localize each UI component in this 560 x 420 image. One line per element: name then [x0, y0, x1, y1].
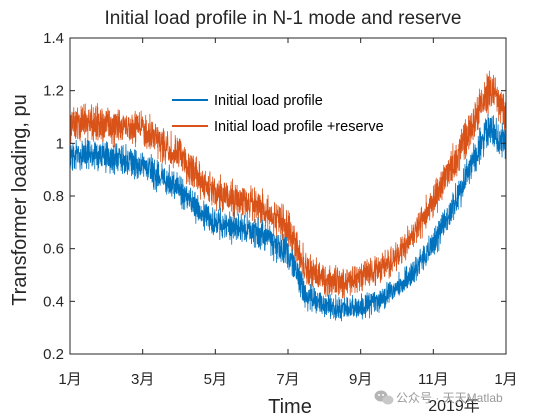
x-tick-label: 3月 — [131, 371, 154, 388]
x-axis-ticks: 1月 3月 5月 7月 9月 11月 1月 — [58, 38, 518, 388]
legend-label-initial-load-profile-reserve: Initial load profile +reserve — [214, 119, 384, 135]
y-axis-ticks: 0.2 0.4 0.6 0.8 1 1.2 1.4 — [43, 30, 506, 363]
x-tick-label: 11月 — [418, 371, 449, 388]
chart-title: Initial load profile in N-1 mode and res… — [105, 8, 462, 29]
y-tick-label: 0.2 — [43, 346, 64, 363]
x-tick-label: 1月 — [58, 371, 81, 388]
series-line-initial-load-profile-reserve — [69, 70, 507, 300]
watermark: 公众号 · 天天Matlab — [374, 390, 503, 405]
y-tick-label: 1.2 — [43, 83, 64, 100]
y-tick-label: 0.4 — [43, 293, 64, 310]
x-tick-label: 5月 — [204, 371, 227, 388]
x-axis-year-label: 2019年 — [428, 397, 480, 415]
y-tick-label: 1 — [56, 135, 64, 152]
y-tick-label: 0.8 — [43, 188, 64, 205]
x-axis-label: Time — [268, 396, 312, 418]
x-tick-label: 9月 — [349, 371, 372, 388]
watermark-text: 公众号 · 天天Matlab — [396, 391, 503, 405]
x-tick-label: 1月 — [494, 371, 517, 388]
wechat-icon — [374, 390, 394, 405]
y-axis-label: Transformer loading, pu — [9, 94, 31, 306]
legend: Initial load profile Initial load profil… — [172, 93, 384, 135]
legend-label-initial-load-profile: Initial load profile — [214, 93, 323, 109]
y-tick-label: 1.4 — [43, 30, 64, 47]
series-layer — [69, 70, 507, 322]
y-tick-label: 0.6 — [43, 241, 64, 258]
series-line-initial-load-profile — [69, 113, 507, 322]
x-tick-label: 7月 — [276, 371, 299, 388]
